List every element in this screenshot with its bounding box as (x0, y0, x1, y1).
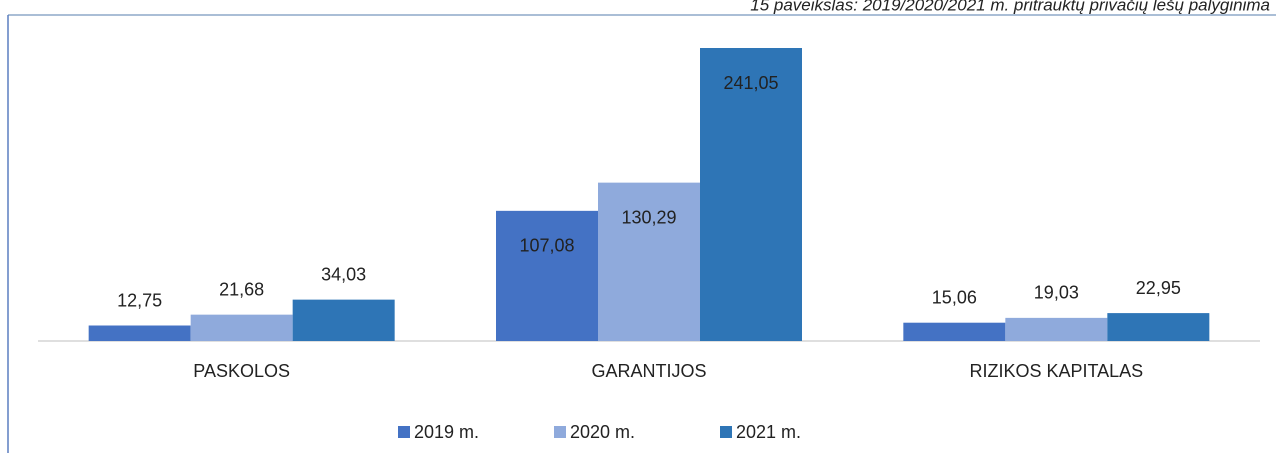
x-tick-label: PASKOLOS (193, 361, 290, 381)
legend-swatch (554, 426, 566, 438)
value-label: 107,08 (519, 236, 574, 256)
bar (190, 314, 293, 341)
bar (598, 182, 700, 341)
bar (1107, 313, 1210, 341)
value-label: 241,05 (723, 73, 778, 93)
x-tick-label: GARANTIJOS (591, 361, 706, 381)
value-label: 15,06 (932, 287, 977, 307)
bar (903, 322, 1006, 341)
legend-label: 2019 m. (414, 422, 479, 442)
chart-title: 15 paveikslas: 2019/2020/2021 m. pritrau… (750, 0, 1270, 14)
legend-swatch (720, 426, 732, 438)
bar (496, 210, 598, 341)
bar (292, 299, 395, 341)
legend-label: 2021 m. (736, 422, 801, 442)
x-tick-label: RIZIKOS KAPITALAS (969, 361, 1143, 381)
legend-swatch (398, 426, 410, 438)
value-label: 21,68 (219, 279, 264, 299)
value-label: 130,29 (621, 207, 676, 227)
value-label: 19,03 (1034, 283, 1079, 303)
legend-label: 2020 m. (570, 422, 635, 442)
value-label: 34,03 (321, 264, 366, 284)
bar (700, 48, 802, 341)
bar (1005, 317, 1108, 341)
value-label: 22,95 (1136, 278, 1181, 298)
bar (88, 325, 191, 341)
value-label: 12,75 (117, 290, 162, 310)
